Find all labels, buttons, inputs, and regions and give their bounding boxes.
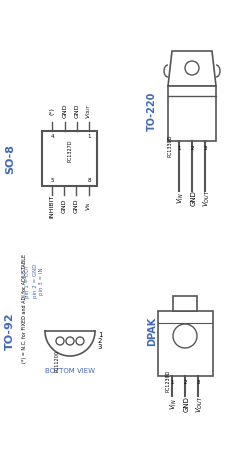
Text: BOTTOM VIEW: BOTTOM VIEW bbox=[45, 368, 95, 374]
Text: 3: 3 bbox=[196, 381, 200, 386]
Text: PC1239D: PC1239D bbox=[166, 370, 170, 392]
Text: $V_{IN}$: $V_{IN}$ bbox=[169, 398, 179, 410]
Text: GND: GND bbox=[184, 396, 190, 412]
Text: 8: 8 bbox=[87, 179, 91, 184]
Text: pin 1 = OUT: pin 1 = OUT bbox=[25, 264, 30, 298]
Text: PC1327D: PC1327D bbox=[67, 139, 72, 162]
Text: GND: GND bbox=[74, 104, 79, 118]
Text: $V_{OUT}$: $V_{OUT}$ bbox=[84, 103, 93, 119]
Text: 1: 1 bbox=[177, 146, 181, 151]
Text: 3: 3 bbox=[203, 146, 207, 151]
Text: GND: GND bbox=[191, 190, 197, 206]
Circle shape bbox=[173, 324, 197, 348]
Text: pin 3 = IN: pin 3 = IN bbox=[40, 267, 44, 295]
Text: INHIBIT: INHIBIT bbox=[49, 194, 54, 218]
Text: 4: 4 bbox=[50, 133, 54, 138]
Text: 2: 2 bbox=[98, 338, 102, 344]
Text: DPAK: DPAK bbox=[147, 316, 157, 345]
Polygon shape bbox=[168, 51, 216, 86]
Text: GND: GND bbox=[62, 104, 67, 118]
Bar bbox=[42, 131, 97, 186]
Text: 3: 3 bbox=[98, 344, 102, 350]
Bar bbox=[158, 311, 213, 376]
Text: (*) = N.C. for FIXED and ADJ for ADJUSTABLE: (*) = N.C. for FIXED and ADJ for ADJUSTA… bbox=[23, 254, 28, 363]
Text: GND: GND bbox=[61, 199, 66, 213]
Circle shape bbox=[66, 337, 74, 345]
Text: 2: 2 bbox=[183, 381, 187, 386]
Text: 1: 1 bbox=[170, 381, 174, 386]
Text: 1: 1 bbox=[87, 133, 91, 138]
Text: $V_{OUT}$: $V_{OUT}$ bbox=[195, 395, 205, 413]
Text: $V_{OUT}$: $V_{OUT}$ bbox=[202, 189, 212, 207]
Circle shape bbox=[56, 337, 64, 345]
Text: (*): (*) bbox=[49, 107, 54, 115]
Text: PC11200: PC11200 bbox=[54, 350, 60, 372]
Bar bbox=[173, 296, 197, 311]
Circle shape bbox=[76, 337, 84, 345]
Text: TO-220: TO-220 bbox=[147, 91, 157, 131]
Text: pin 2 = GND: pin 2 = GND bbox=[32, 264, 37, 298]
Bar bbox=[168, 86, 216, 141]
Circle shape bbox=[185, 61, 199, 75]
Text: 5: 5 bbox=[50, 179, 54, 184]
Text: $V_N$: $V_N$ bbox=[84, 201, 93, 211]
Text: TO-92: TO-92 bbox=[5, 312, 15, 350]
Text: GND: GND bbox=[73, 199, 78, 213]
Text: SO-8: SO-8 bbox=[5, 143, 15, 174]
Text: 2: 2 bbox=[190, 146, 194, 151]
Text: $V_{IN}$: $V_{IN}$ bbox=[176, 192, 186, 204]
Text: PC1339D: PC1339D bbox=[168, 135, 173, 157]
Text: 1: 1 bbox=[98, 332, 102, 338]
